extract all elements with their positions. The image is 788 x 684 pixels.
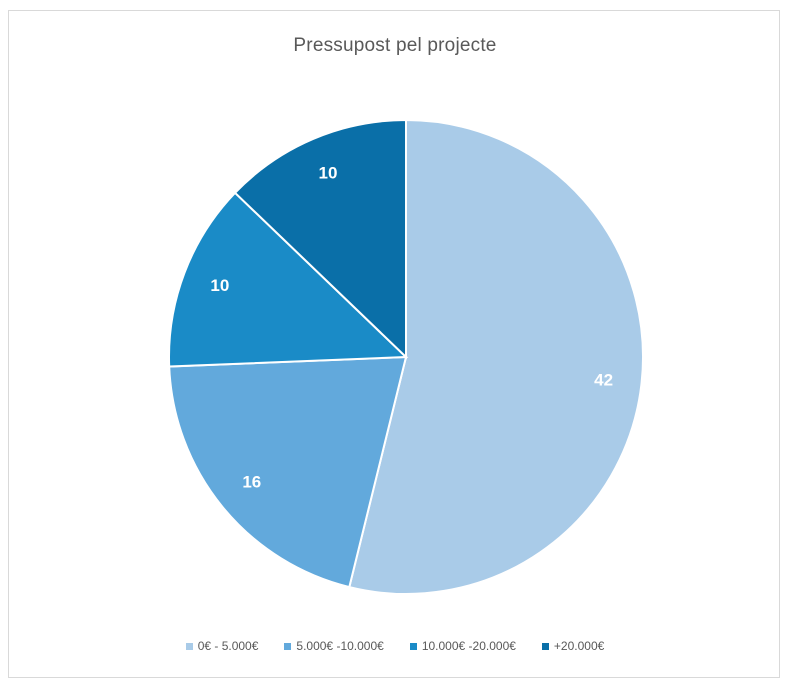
- legend-label-1: 0€ - 5.000€: [197, 639, 259, 653]
- legend-item-1: 0€ - 5.000€: [185, 639, 259, 653]
- chart-title: Pressupost pel projecte: [293, 35, 497, 56]
- legend-label-4: +20.000€: [553, 639, 605, 653]
- data-label-1: 42: [594, 370, 613, 389]
- legend-item-2: 5.000€ -10.000€: [284, 639, 384, 653]
- pie-slice-2: [168, 355, 408, 589]
- chart-legend: 0€ - 5.000€ 5.000€ -10.000€ 10.000€ -20.00…: [9, 639, 781, 653]
- legend-swatch-3: [409, 642, 417, 650]
- legend-label-3: 10.000€ -20.000€: [421, 639, 516, 653]
- data-label-3: 10: [210, 276, 229, 295]
- legend-swatch-2: [284, 642, 292, 650]
- data-label-4: 10: [319, 163, 338, 182]
- legend-label-2: 5.000€ -10.000€: [296, 639, 384, 653]
- legend-swatch-1: [185, 642, 193, 650]
- pie-slice-1: [348, 118, 644, 595]
- pie-chart: 42 16 10 10: [168, 118, 644, 595]
- pie-slice-3: [168, 191, 409, 368]
- legend-swatch-4: [541, 642, 549, 650]
- legend-item-4: +20.000€: [541, 639, 605, 653]
- pie-slice-4: [233, 118, 407, 360]
- chart-container: Pressupost pel projecte 42 16 10 10 0€ - 5.…: [8, 10, 780, 678]
- legend-item-3: 10.000€ -20.000€: [409, 639, 516, 653]
- data-label-2: 16: [242, 472, 261, 491]
